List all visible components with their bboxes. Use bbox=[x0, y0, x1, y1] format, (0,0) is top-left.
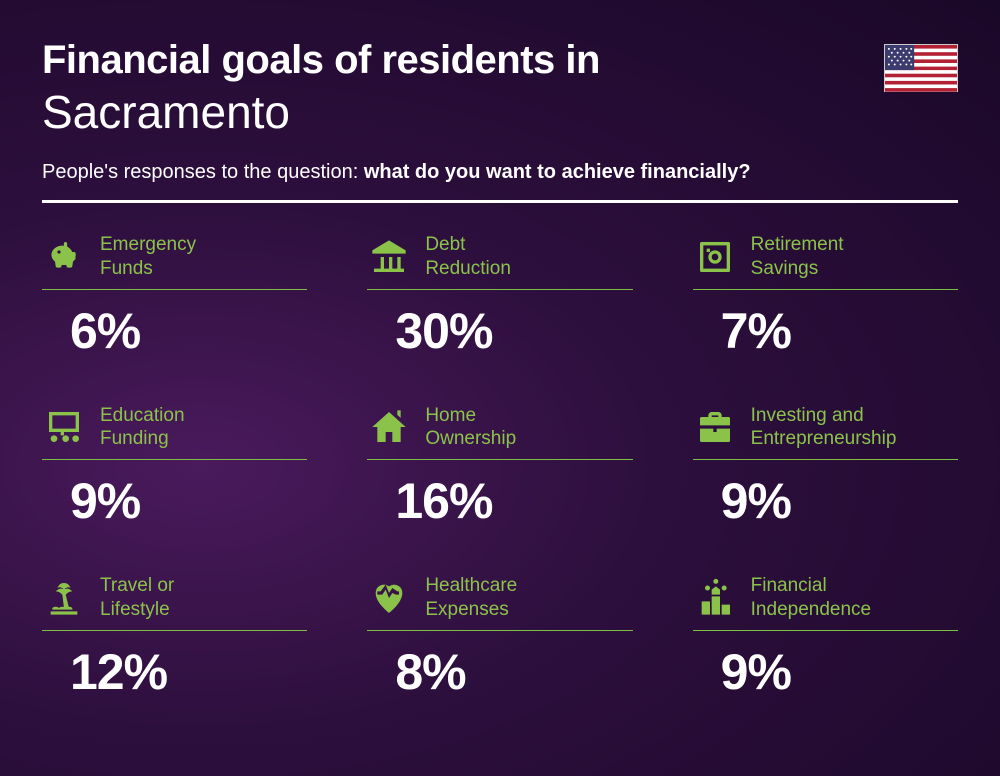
subtitle: People's responses to the question: what… bbox=[42, 161, 958, 184]
subtitle-question: what do you want to achieve financially? bbox=[364, 161, 751, 183]
goal-travel-lifestyle: Travel or Lifestyle 12% bbox=[42, 574, 307, 701]
item-label: Financial Independence bbox=[751, 574, 871, 622]
item-header: Emergency Funds bbox=[42, 233, 307, 290]
safe-icon bbox=[693, 235, 737, 279]
bank-icon bbox=[367, 235, 411, 279]
item-label: Travel or Lifestyle bbox=[100, 574, 174, 622]
item-percent: 7% bbox=[721, 302, 958, 360]
item-header: Travel or Lifestyle bbox=[42, 574, 307, 631]
item-label: Retirement Savings bbox=[751, 233, 844, 281]
item-label: Debt Reduction bbox=[425, 233, 511, 281]
item-header: Retirement Savings bbox=[693, 233, 958, 290]
house-icon bbox=[367, 405, 411, 449]
item-header: Home Ownership bbox=[367, 404, 632, 461]
goal-debt-reduction: Debt Reduction 30% bbox=[367, 233, 632, 360]
goal-home-ownership: Home Ownership 16% bbox=[367, 404, 632, 531]
title-prefix: Financial goals of residents in bbox=[42, 38, 958, 83]
goal-healthcare-expenses: Healthcare Expenses 8% bbox=[367, 574, 632, 701]
item-percent: 9% bbox=[721, 472, 958, 530]
goal-education-funding: Education Funding 9% bbox=[42, 404, 307, 531]
item-header: Investing and Entrepreneurship bbox=[693, 404, 958, 461]
item-percent: 9% bbox=[721, 643, 958, 701]
item-header: Healthcare Expenses bbox=[367, 574, 632, 631]
item-label: Emergency Funds bbox=[100, 233, 196, 281]
heart-pulse-icon bbox=[367, 576, 411, 620]
palm-tree-icon bbox=[42, 576, 86, 620]
podium-icon bbox=[693, 576, 737, 620]
presentation-icon bbox=[42, 405, 86, 449]
item-header: Financial Independence bbox=[693, 574, 958, 631]
briefcase-icon bbox=[693, 405, 737, 449]
item-percent: 8% bbox=[395, 643, 632, 701]
item-label: Education Funding bbox=[100, 404, 185, 452]
item-percent: 16% bbox=[395, 472, 632, 530]
piggy-bank-icon bbox=[42, 235, 86, 279]
header-divider bbox=[42, 200, 958, 203]
goal-retirement-savings: Retirement Savings 7% bbox=[693, 233, 958, 360]
title-city: Sacramento bbox=[42, 85, 958, 139]
item-percent: 12% bbox=[70, 643, 307, 701]
goal-emergency-funds: Emergency Funds 6% bbox=[42, 233, 307, 360]
goals-grid: Emergency Funds 6% Debt Reduction 30% Re… bbox=[42, 233, 958, 701]
goal-investing-entrepreneurship: Investing and Entrepreneurship 9% bbox=[693, 404, 958, 531]
subtitle-prefix: People's responses to the question: bbox=[42, 161, 364, 183]
item-percent: 30% bbox=[395, 302, 632, 360]
item-percent: 6% bbox=[70, 302, 307, 360]
item-header: Education Funding bbox=[42, 404, 307, 461]
header: Financial goals of residents in Sacramen… bbox=[42, 38, 958, 184]
item-label: Investing and Entrepreneurship bbox=[751, 404, 897, 452]
item-label: Healthcare Expenses bbox=[425, 574, 517, 622]
item-percent: 9% bbox=[70, 472, 307, 530]
goal-financial-independence: Financial Independence 9% bbox=[693, 574, 958, 701]
item-header: Debt Reduction bbox=[367, 233, 632, 290]
us-flag-icon bbox=[884, 44, 958, 92]
item-label: Home Ownership bbox=[425, 404, 516, 452]
